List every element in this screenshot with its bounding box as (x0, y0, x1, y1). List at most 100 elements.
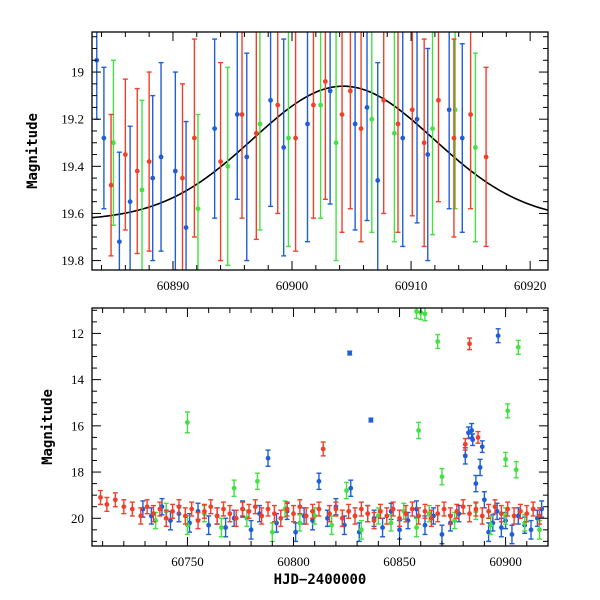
data-point-blue (265, 449, 271, 467)
data-point-blue (127, 125, 133, 270)
data-point-green (344, 481, 350, 500)
data-point-red (381, 32, 387, 215)
data-point-green (435, 333, 441, 350)
x-tick-label: 60900 (489, 554, 522, 569)
data-point-red (511, 507, 517, 525)
data-point-blue (281, 38, 287, 257)
data-point-red (182, 507, 188, 525)
data-point-green (472, 52, 478, 243)
data-point-red (451, 38, 457, 238)
y-tick-label: 14 (71, 372, 85, 387)
data-point-red (397, 509, 403, 528)
data-point-red (246, 503, 252, 519)
y-tick-label: 19.2 (61, 112, 84, 127)
data-point-red (108, 113, 114, 257)
data-point-green (439, 467, 445, 486)
data-point-blue (414, 32, 420, 224)
data-point-green (333, 32, 339, 262)
data-point-green (505, 403, 511, 419)
data-point-red (310, 503, 316, 519)
data-point-red (122, 78, 128, 231)
data-point-green (513, 460, 519, 479)
data-point-red (265, 501, 271, 517)
data-point-red (134, 87, 140, 255)
data-point-green (369, 32, 375, 233)
data-point-green (225, 66, 231, 266)
data-point-blue (234, 32, 240, 201)
data-point-blue (352, 32, 358, 231)
data-point-red (275, 32, 281, 215)
data-point-blue (183, 120, 189, 270)
data-point-red (112, 492, 118, 508)
data-point-red (467, 504, 473, 523)
data-point-blue (116, 151, 122, 270)
data-point-blue (324, 509, 330, 528)
data-point-green (285, 32, 291, 248)
data-point-green (416, 421, 422, 440)
data-point-blue (470, 433, 476, 447)
data-point-blue (293, 522, 299, 543)
data-point-blue (304, 32, 310, 243)
y-tick-label: 16 (71, 418, 85, 433)
data-point-red (422, 503, 428, 519)
data-point-green (231, 479, 237, 498)
data-point-blue (375, 61, 381, 270)
data-point-red (320, 441, 326, 457)
data-point-blue (528, 519, 534, 540)
data-point-red (377, 503, 383, 519)
data-point-blue (316, 472, 322, 491)
data-point-red (239, 32, 245, 219)
data-point-red (339, 32, 345, 233)
data-point-blue (364, 32, 370, 222)
data-point-blue (150, 94, 156, 262)
y-tick-label: 19.8 (61, 253, 84, 268)
data-point-red (435, 504, 441, 523)
data-point-blue (481, 490, 487, 509)
data-point-green (388, 514, 394, 532)
data-point-green (139, 99, 145, 270)
data-point-red (252, 499, 258, 515)
data-point-blue (223, 517, 229, 538)
data-point-green (254, 472, 260, 491)
data-point-green (297, 514, 303, 532)
data-point-red (371, 511, 377, 530)
data-point-red (479, 507, 485, 525)
data-point-red (327, 504, 333, 523)
data-point-red (403, 504, 409, 523)
bottom-x-axis-label: HJD−2400000 (274, 572, 367, 588)
data-point-green (503, 451, 509, 467)
data-point-green (422, 308, 428, 322)
data-point-blue (244, 52, 250, 262)
data-point-blue (479, 440, 485, 454)
data-point-red (483, 66, 489, 248)
data-point-red (322, 32, 328, 201)
data-point-red (297, 499, 303, 515)
data-point-red (428, 509, 434, 528)
data-point-red (524, 504, 530, 523)
data-point-red (157, 501, 163, 517)
data-point-blue (459, 43, 465, 233)
data-point-red (163, 509, 169, 528)
data-point-red (346, 503, 352, 519)
data-point-blue (446, 32, 452, 210)
data-point-red (316, 501, 322, 517)
data-point-red (195, 511, 201, 530)
data-point-blue (473, 474, 479, 493)
data-point-blue (206, 515, 212, 536)
data-point-red (218, 61, 224, 262)
data-point-red (104, 496, 110, 513)
bottom-y-axis-label: Magnitude (40, 389, 56, 465)
x-tick-label: 60800 (277, 554, 310, 569)
data-point-red (227, 504, 233, 523)
data-point-red (384, 507, 390, 525)
data-point-red (460, 499, 466, 515)
data-point-red (310, 32, 316, 219)
data-point-blue (509, 524, 515, 545)
data-point-red (475, 430, 481, 444)
data-point-blue (172, 71, 178, 270)
data-point-red (467, 337, 473, 351)
y-tick-label: 19 (71, 65, 84, 80)
data-point-blue (327, 32, 333, 205)
data-point-red (498, 504, 504, 523)
